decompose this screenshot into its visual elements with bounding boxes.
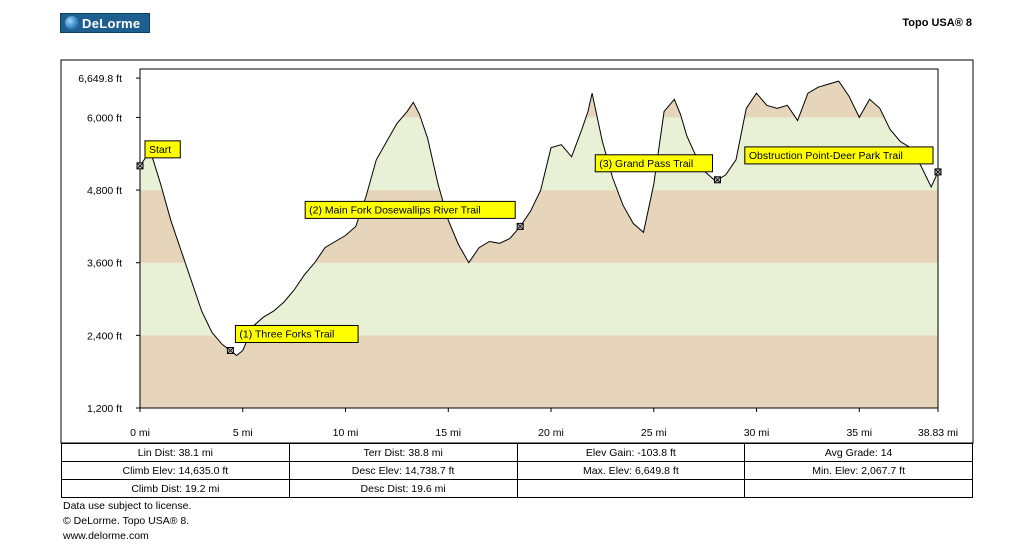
stats-table: Lin Dist: 38.1 mi Terr Dist: 38.8 mi Ele… bbox=[61, 443, 973, 498]
avg-grade: Avg Grade: 14 bbox=[744, 443, 973, 462]
waypoint-label: Obstruction Point-Deer Park Trail bbox=[749, 150, 903, 162]
stats-row: Climb Dist: 19.2 mi Desc Dist: 19.6 mi bbox=[61, 479, 973, 498]
climb-dist: Climb Dist: 19.2 mi bbox=[61, 479, 290, 498]
waypoint-label: (3) Grand Pass Trail bbox=[599, 158, 693, 170]
climb-elev: Climb Elev: 14,635.0 ft bbox=[61, 461, 290, 480]
sky-fill bbox=[140, 69, 938, 356]
min-elev: Min. Elev: 2,067.7 ft bbox=[744, 461, 973, 480]
x-tick-label: 35 mi bbox=[846, 427, 872, 439]
website-link: www.delorme.com bbox=[63, 530, 149, 542]
stats-row: Climb Elev: 14,635.0 ft Desc Elev: 14,73… bbox=[61, 461, 973, 480]
waypoint-label-box bbox=[144, 140, 181, 159]
y-tick-label: 6,000 ft bbox=[87, 112, 122, 124]
x-tick-label: 38.83 mi bbox=[918, 427, 958, 439]
waypoint-label-box bbox=[304, 200, 516, 219]
x-tick-label: 15 mi bbox=[435, 427, 461, 439]
waypoint-marker-x bbox=[136, 162, 144, 170]
x-tick-label: 25 mi bbox=[641, 427, 667, 439]
x-tick-label: 5 mi bbox=[233, 427, 253, 439]
elevation-line bbox=[139, 80, 939, 357]
waypoint-marker-x bbox=[227, 347, 234, 354]
waypoint-label-box bbox=[594, 154, 713, 173]
footer: Data use subject to license. © DeLorme. … bbox=[63, 499, 191, 544]
x-tick-label: 30 mi bbox=[744, 427, 770, 439]
waypoint-label-box bbox=[234, 324, 359, 343]
waypoint-marker-x bbox=[516, 223, 524, 230]
empty-cell bbox=[744, 479, 973, 498]
elev-gain: Elev Gain: -103.8 ft bbox=[516, 443, 746, 462]
y-tick-label: 2,400 ft bbox=[87, 330, 122, 342]
y-tick-label: 3,600 ft bbox=[87, 258, 122, 270]
desc-dist: Desc Dist: 19.6 mi bbox=[288, 479, 518, 498]
delorme-logo: DeLorme bbox=[60, 13, 150, 33]
waypoint-label: (2) Main Fork Dosewallips River Trail bbox=[309, 204, 481, 216]
y-tick-label: 1,200 ft bbox=[87, 403, 122, 415]
x-tick-label: 20 mi bbox=[538, 427, 564, 439]
globe-icon bbox=[65, 16, 79, 30]
x-axis: 0 mi 5 mi 10 mi 15 mi 20 mi 25 mi 30 mi 35 mi 38… bbox=[130, 408, 958, 439]
max-elev: Max. Elev: 6,649.8 ft bbox=[516, 461, 746, 480]
lin-dist: Lin Dist: 38.1 mi bbox=[61, 443, 290, 462]
plot-frame bbox=[139, 68, 939, 409]
waypoint-label: Start bbox=[149, 144, 171, 156]
y-tick-label: 6,649.8 ft bbox=[78, 73, 122, 85]
x-tick-label: 10 mi bbox=[333, 427, 359, 439]
profile-area bbox=[139, 68, 939, 409]
license-note: Data use subject to license. bbox=[63, 500, 192, 512]
waypoints: Start (1) Three Forks Trail (2) Main Fork … bbox=[136, 140, 942, 354]
waypoint-marker-x bbox=[714, 176, 721, 184]
logo-text: DeLorme bbox=[82, 15, 141, 31]
empty-cell bbox=[516, 479, 746, 498]
product-name: Topo USA® 8 bbox=[902, 17, 972, 29]
waypoint-marker-x bbox=[934, 168, 942, 176]
x-tick-label: 0 mi bbox=[130, 427, 150, 439]
elevation-band bbox=[140, 335, 938, 408]
desc-elev: Desc Elev: 14,738.7 ft bbox=[288, 461, 518, 480]
terr-dist: Terr Dist: 38.8 mi bbox=[288, 443, 518, 462]
y-tick-label: 4,800 ft bbox=[87, 185, 122, 197]
waypoint-label: (1) Three Forks Trail bbox=[239, 328, 334, 340]
stats-row: Lin Dist: 38.1 mi Terr Dist: 38.8 mi Ele… bbox=[61, 443, 973, 462]
y-axis: 1,200 ft 2,400 ft 3,600 ft 4,800 ft 6,000 ft… bbox=[78, 73, 140, 415]
waypoint-label-box bbox=[744, 146, 934, 165]
copyright: © DeLorme. Topo USA® 8. bbox=[63, 515, 190, 527]
